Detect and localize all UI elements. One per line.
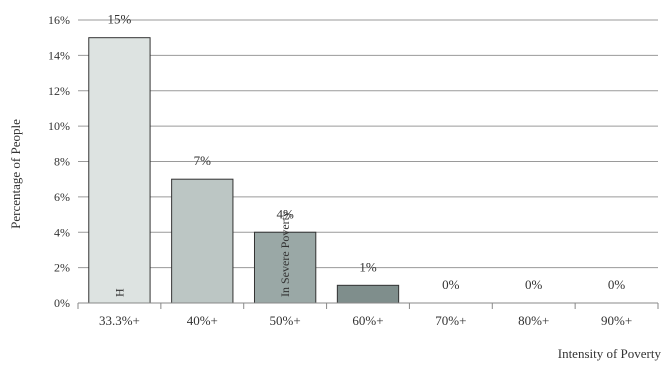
y-tick-label: 6%	[54, 190, 70, 204]
y-tick-label: 16%	[48, 13, 70, 27]
data-label: 7%	[194, 153, 212, 168]
x-tick-label: 90%+	[601, 313, 632, 328]
y-axis-ticks: 0% 2% 4% 6% 8% 10% 12% 14% 16%	[48, 13, 70, 310]
x-tick-label: 40%+	[187, 313, 218, 328]
bar-33.3%+	[88, 37, 151, 304]
y-tick-label: 0%	[54, 296, 70, 310]
y-tick-label: 2%	[54, 261, 70, 275]
x-tick-label: 70%+	[435, 313, 466, 328]
data-label: 4%	[276, 206, 294, 221]
y-tick-label: 4%	[54, 225, 70, 239]
y-tick-label: 14%	[48, 48, 70, 62]
data-labels: 15% 7% 4% 1% 0% 0% 0% H In Severe Poverty	[108, 12, 626, 297]
x-tick-label: 60%+	[352, 313, 383, 328]
y-axis-label: Percentage of People	[8, 119, 23, 229]
bar-40%+	[171, 178, 234, 304]
x-tick-label: 33.3%+	[99, 313, 140, 328]
data-label: 1%	[359, 259, 377, 274]
x-axis-label: Intensity of Poverty	[558, 346, 662, 361]
x-tick-label: 80%+	[518, 313, 549, 328]
gridlines	[78, 19, 658, 269]
bar-60%+	[336, 284, 400, 304]
data-label: 0%	[608, 277, 626, 292]
x-tick-label: 50%+	[270, 313, 301, 328]
y-tick-label: 8%	[54, 155, 70, 169]
bar-annotation: In Severe Poverty	[278, 211, 292, 297]
y-tick-label: 12%	[48, 84, 70, 98]
bars	[88, 37, 400, 304]
bar-annotation: H	[112, 288, 126, 297]
y-tick-label: 10%	[48, 119, 70, 133]
data-label: 15%	[108, 12, 132, 27]
bar-50%+	[253, 231, 317, 304]
data-label: 0%	[442, 277, 460, 292]
x-axis-ticks: 33.3%+ 40%+ 50%+ 60%+ 70%+ 80%+ 90%+	[77, 303, 659, 328]
data-label: 0%	[525, 277, 543, 292]
